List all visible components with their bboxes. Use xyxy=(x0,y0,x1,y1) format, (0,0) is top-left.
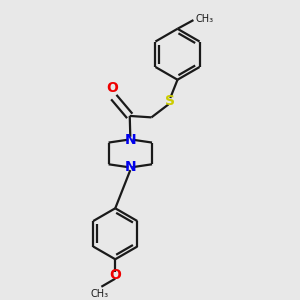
Text: O: O xyxy=(107,81,118,95)
Text: N: N xyxy=(124,160,136,174)
Text: N: N xyxy=(124,133,136,147)
Text: CH₃: CH₃ xyxy=(196,14,214,24)
Text: O: O xyxy=(109,268,121,282)
Text: S: S xyxy=(165,94,175,109)
Text: CH₃: CH₃ xyxy=(91,289,109,299)
